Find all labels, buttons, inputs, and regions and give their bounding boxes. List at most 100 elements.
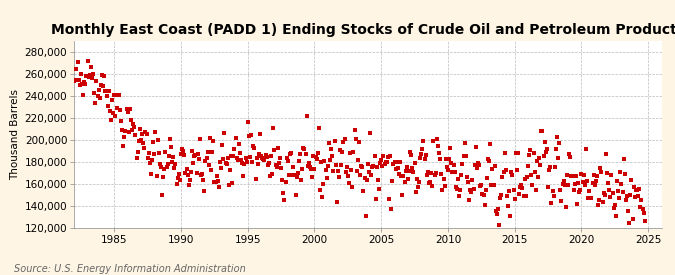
Point (570, 174, 581, 178)
Point (237, 161, 248, 165)
Point (436, 171, 447, 176)
Point (112, 93, 123, 97)
Point (421, 153, 431, 157)
Point (200, 158, 211, 163)
Point (517, 186, 528, 191)
Point (285, 152, 296, 156)
Point (368, 164, 379, 169)
Point (360, 214, 371, 218)
Point (153, 138, 163, 142)
Point (88, 72, 99, 76)
Point (516, 183, 526, 187)
Point (364, 170, 375, 174)
Point (190, 153, 201, 157)
Point (584, 189, 595, 194)
Point (426, 171, 437, 175)
Point (76, 71, 86, 76)
Point (608, 191, 618, 195)
Point (337, 150, 348, 154)
Point (601, 152, 612, 156)
Point (500, 151, 510, 155)
Point (597, 199, 608, 204)
Point (481, 176, 492, 180)
Point (425, 179, 435, 184)
Point (440, 157, 451, 162)
Point (392, 166, 403, 170)
Point (149, 152, 160, 156)
Point (229, 146, 240, 151)
Point (115, 108, 126, 112)
Point (141, 132, 152, 136)
Point (144, 161, 155, 165)
Point (282, 159, 293, 163)
Point (284, 173, 294, 177)
Point (221, 162, 232, 166)
Point (358, 189, 369, 194)
Point (533, 175, 543, 180)
Point (387, 178, 398, 183)
Point (636, 197, 647, 202)
Point (194, 137, 205, 141)
Point (578, 172, 589, 177)
Point (117, 127, 128, 132)
Point (122, 110, 133, 114)
Point (634, 186, 645, 191)
Point (515, 185, 526, 189)
Point (519, 177, 530, 182)
Point (472, 161, 483, 166)
Point (390, 167, 401, 172)
Point (121, 107, 132, 112)
Point (187, 148, 198, 153)
Point (315, 187, 325, 192)
Point (488, 183, 499, 188)
Point (124, 107, 135, 111)
Point (572, 202, 583, 206)
Point (563, 182, 574, 187)
Point (465, 188, 476, 192)
Point (115, 119, 126, 123)
Point (254, 152, 265, 156)
Point (594, 197, 605, 202)
Point (637, 207, 648, 211)
Point (630, 188, 641, 192)
Point (92, 94, 103, 98)
Point (398, 173, 409, 178)
Point (377, 164, 387, 169)
Point (208, 139, 219, 143)
Point (273, 146, 284, 150)
Point (558, 178, 569, 183)
Point (90, 101, 101, 106)
Point (163, 154, 174, 158)
Point (269, 148, 280, 152)
Point (356, 164, 367, 168)
Point (474, 163, 485, 167)
Point (153, 151, 164, 155)
Point (456, 172, 466, 177)
Point (83, 75, 94, 79)
Point (522, 164, 533, 168)
Point (91, 79, 102, 83)
Point (608, 206, 619, 211)
Point (635, 205, 646, 210)
Point (484, 159, 495, 164)
Point (478, 192, 489, 197)
Point (267, 172, 277, 176)
Point (346, 167, 356, 172)
Point (95, 95, 105, 100)
Point (467, 177, 478, 182)
Point (235, 151, 246, 155)
Point (392, 160, 402, 164)
Point (447, 169, 458, 174)
Point (310, 155, 321, 160)
Point (256, 154, 267, 158)
Point (406, 153, 416, 157)
Point (531, 188, 541, 192)
Point (275, 166, 286, 170)
Point (373, 186, 384, 191)
Point (318, 182, 329, 186)
Point (156, 164, 167, 169)
Point (586, 196, 597, 200)
Point (410, 190, 421, 195)
Point (575, 187, 586, 192)
Point (495, 196, 506, 200)
